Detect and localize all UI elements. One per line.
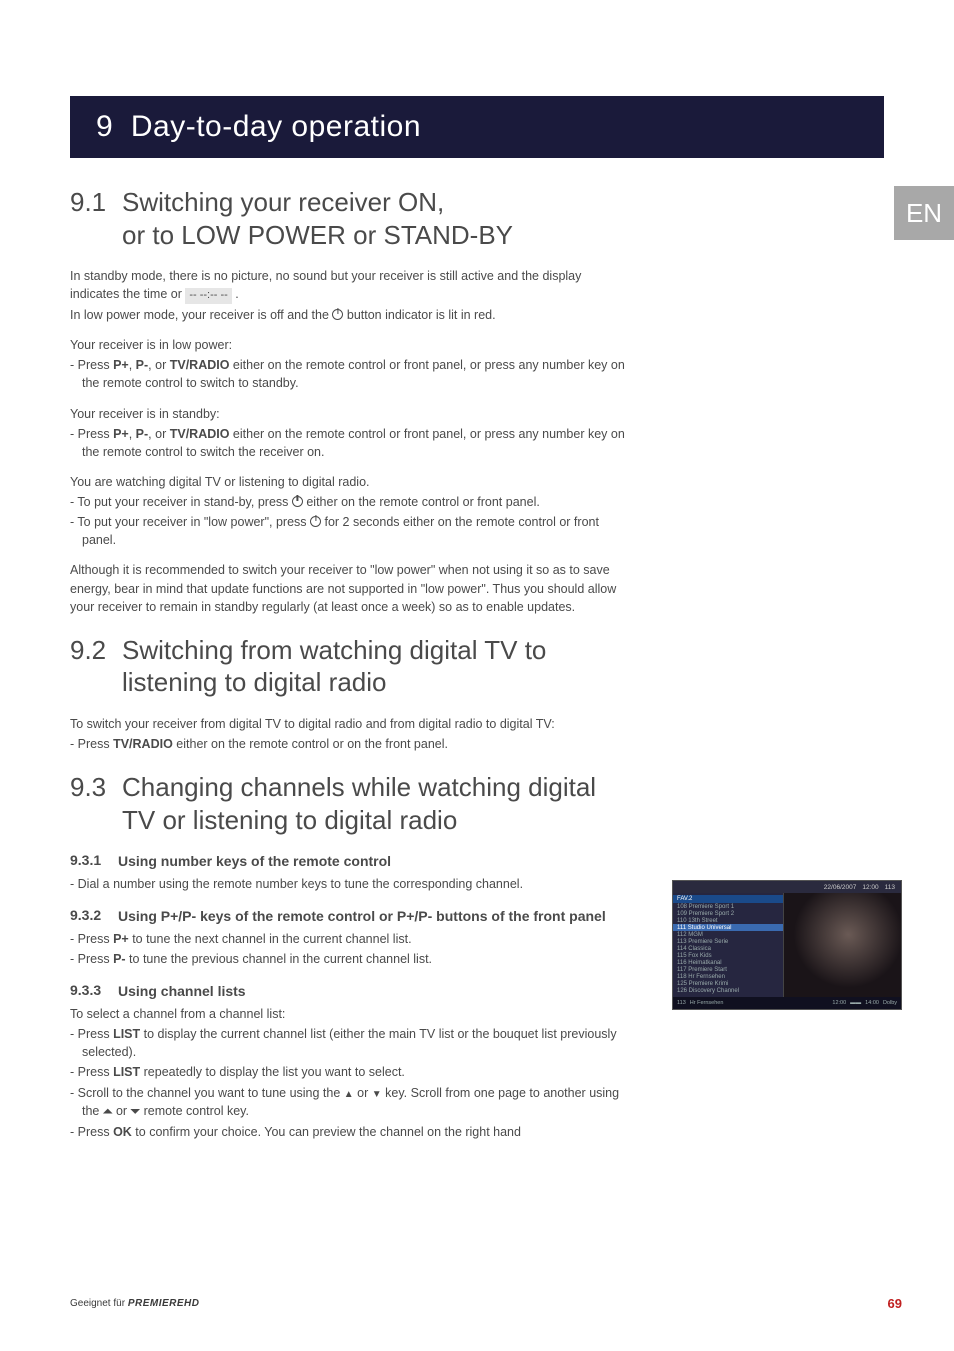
list-item: Press TV/RADIO either on the remote cont…: [70, 735, 630, 753]
screenshot-channel-row: 116 Heimatkanal: [673, 959, 783, 966]
power-icon: [310, 516, 321, 527]
double-down-icon: [131, 1104, 141, 1118]
bullet-list: To put your receiver in stand-by, press …: [70, 493, 630, 549]
bullet-list: Press P+ to tune the next channel in the…: [70, 930, 630, 968]
body-text: In standby mode, there is no picture, no…: [70, 267, 630, 304]
body-text: In low power mode, your receiver is off …: [70, 306, 630, 324]
bullet-list: Press LIST to display the current channe…: [70, 1025, 630, 1140]
bullet-list: Dial a number using the remote number ke…: [70, 875, 630, 893]
section-9-1-heading: 9.1 Switching your receiver ON,or to LOW…: [70, 186, 630, 251]
list-item: Press OK to confirm your choice. You can…: [70, 1123, 630, 1141]
triangle-up-icon: [344, 1086, 354, 1100]
body-text: You are watching digital TV or listening…: [70, 473, 630, 491]
chapter-header: 9 Day-to-day operation: [70, 96, 884, 158]
body-text: To select a channel from a channel list:: [70, 1005, 630, 1023]
list-item: To put your receiver in stand-by, press …: [70, 493, 630, 511]
bullet-list: Press P+, P-, or TV/RADIO either on the …: [70, 425, 630, 461]
list-item: To put your receiver in "low power", pre…: [70, 513, 630, 549]
screenshot-channel-row: 108 Premiere Sport 1: [673, 903, 783, 910]
list-item: Press LIST repeatedly to display the lis…: [70, 1063, 630, 1081]
screenshot-channel-row: 117 Premiere Start: [673, 966, 783, 973]
list-item: Scroll to the channel you want to tune u…: [70, 1084, 630, 1121]
section-9-2-heading: 9.2 Switching from watching digital TV t…: [70, 634, 630, 699]
screenshot-channel-row: 126 Discovery Channel: [673, 987, 783, 994]
tv-screenshot: 22/06/2007 12:00 113 FAV.2 108 Premiere …: [672, 880, 902, 1010]
power-icon: [332, 309, 343, 320]
list-item: Press P- to tune the previous channel in…: [70, 950, 630, 968]
subsection-9-3-1-heading: 9.3.1 Using number keys of the remote co…: [70, 852, 630, 871]
page-footer: Geeignet für PREMIEREHD 69: [70, 1296, 902, 1311]
timecode-placeholder: -- --:-- --: [185, 288, 231, 304]
power-icon: [292, 496, 303, 507]
screenshot-channel-row: 109 Premiere Sport 2: [673, 910, 783, 917]
list-item: Press LIST to display the current channe…: [70, 1025, 630, 1061]
section-9-3-heading: 9.3 Changing channels while watching dig…: [70, 771, 630, 836]
subsection-9-3-2-heading: 9.3.2 Using P+/P- keys of the remote con…: [70, 907, 630, 926]
list-item: Press P+, P-, or TV/RADIO either on the …: [70, 356, 630, 392]
triangle-down-icon: [372, 1086, 382, 1100]
screenshot-channel-row: 114 Classica: [673, 945, 783, 952]
screenshot-channel-row: 115 Fox Kids: [673, 952, 783, 959]
footer-brand: Geeignet für PREMIEREHD: [70, 1298, 200, 1309]
screenshot-channel-row: 118 Hr Fernsehen: [673, 973, 783, 980]
screenshot-channel-row: 111 Studio Universal: [673, 924, 783, 931]
screenshot-list-title: FAV.2: [673, 895, 783, 903]
body-text: To switch your receiver from digital TV …: [70, 715, 630, 733]
screenshot-channel-list: FAV.2 108 Premiere Sport 1109 Premiere S…: [673, 893, 783, 997]
subsection-9-3-3-heading: 9.3.3 Using channel lists: [70, 982, 630, 1001]
screenshot-header: 22/06/2007 12:00 113: [673, 881, 901, 893]
screenshot-channel-row: 125 Premiere Krimi: [673, 980, 783, 987]
body-text: Your receiver is in standby:: [70, 405, 630, 423]
bullet-list: Press P+, P-, or TV/RADIO either on the …: [70, 356, 630, 392]
screenshot-footer: 113 Hr Fernsehen 12:00 ▬▬ 14:00 Dolby: [673, 997, 901, 1009]
screenshot-channel-row: 113 Premiere Serie: [673, 938, 783, 945]
chapter-title: 9 Day-to-day operation: [96, 110, 858, 144]
bullet-list: Press TV/RADIO either on the remote cont…: [70, 735, 630, 753]
page-content: 9.1 Switching your receiver ON,or to LOW…: [70, 186, 630, 1141]
language-tab: EN: [894, 186, 954, 240]
body-text: Although it is recommended to switch you…: [70, 561, 630, 615]
page-number: 69: [888, 1296, 902, 1311]
list-item: Dial a number using the remote number ke…: [70, 875, 630, 893]
body-text: Your receiver is in low power:: [70, 336, 630, 354]
list-item: Press P+ to tune the next channel in the…: [70, 930, 630, 948]
screenshot-channel-row: 110 13th Street: [673, 917, 783, 924]
screenshot-preview: [783, 893, 901, 997]
section-9-1-title: Switching your receiver ON,or to LOW POW…: [122, 186, 630, 251]
list-item: Press P+, P-, or TV/RADIO either on the …: [70, 425, 630, 461]
screenshot-channel-row: 112 MGM: [673, 931, 783, 938]
